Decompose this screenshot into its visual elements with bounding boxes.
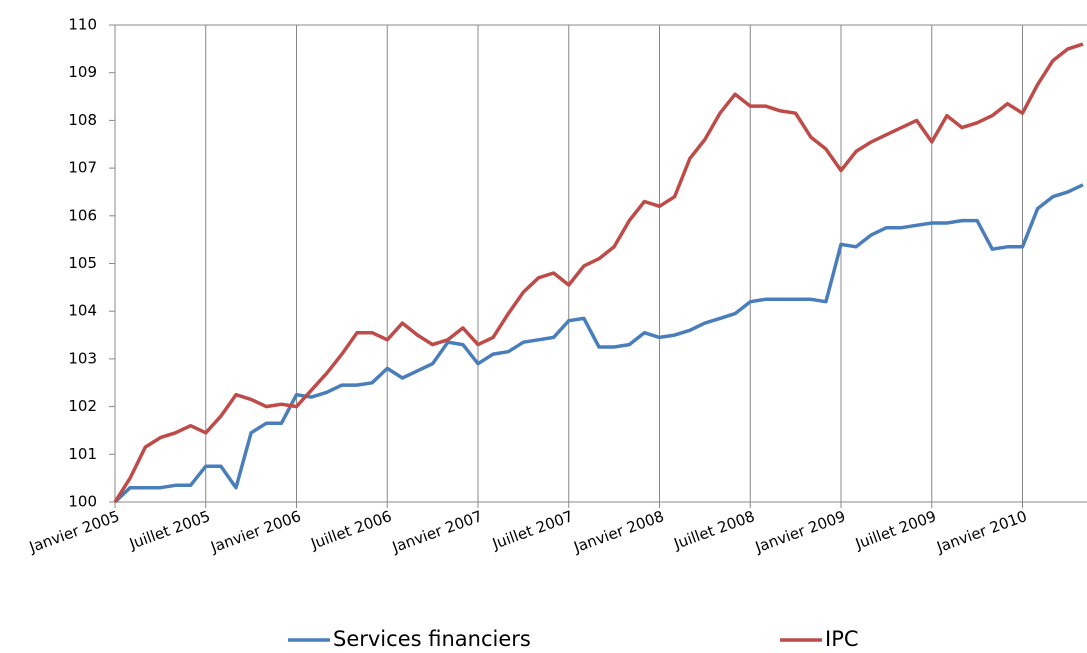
y-tick-label: 105 [68,254,97,272]
x-tick-label: Juillet 2009 [852,507,939,553]
y-tick-label: 100 [68,493,97,511]
y-tick-label: 108 [68,111,97,129]
x-tick-label: Janvier 2005 [26,507,122,557]
x-tick-label: Janvier 2009 [752,507,848,557]
x-tick-label: Janvier 2006 [207,507,303,557]
x-tick-label: Janvier 2010 [933,507,1029,557]
x-tick-label: Juillet 2008 [671,507,758,553]
y-tick-label: 102 [68,397,97,415]
y-tick-label: 103 [68,349,97,367]
series-line [113,183,1084,504]
x-tick-label: Juillet 2005 [126,507,213,553]
x-tick-label: Janvier 2008 [570,507,666,557]
x-tick-label: Juillet 2006 [308,507,395,553]
x-tick-label: Juillet 2007 [489,507,576,553]
y-tick-label: 110 [68,16,97,34]
y-tick-label: 106 [68,206,97,224]
y-tick-label: 101 [68,445,97,463]
x-tick-label: Janvier 2007 [389,507,485,557]
y-tick-label: 104 [68,302,97,320]
y-tick-label: 109 [68,63,97,81]
legend-label: IPC [825,627,859,651]
series-line [113,42,1084,503]
legend-label: Services financiers [333,627,531,651]
y-tick-label: 107 [68,159,97,177]
